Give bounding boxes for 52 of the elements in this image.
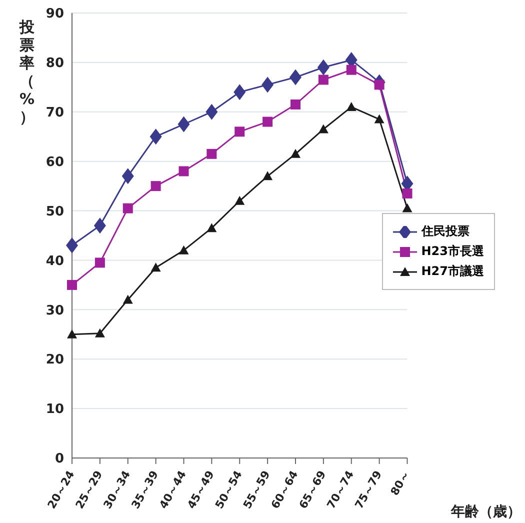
point — [150, 128, 162, 145]
point — [374, 114, 384, 124]
y-tick-label: 90 — [46, 6, 64, 22]
y-axis-title: 投票率（%） — [18, 18, 36, 126]
point — [66, 237, 78, 254]
point — [290, 69, 302, 86]
x-axis-title: 年齢（歳） — [451, 503, 521, 521]
point — [402, 203, 412, 212]
y-tick-label: 20 — [46, 352, 64, 368]
y-tick-label: 40 — [46, 254, 64, 269]
point — [206, 223, 217, 232]
point — [346, 64, 356, 75]
point — [234, 126, 245, 137]
point — [317, 59, 330, 76]
point — [178, 245, 189, 254]
legend-label: 住民投票 — [421, 223, 470, 240]
point — [290, 99, 300, 110]
point — [206, 148, 217, 159]
point — [67, 280, 77, 290]
point — [94, 258, 105, 268]
point — [178, 116, 190, 132]
point — [178, 166, 189, 176]
point — [262, 76, 274, 93]
point — [402, 188, 412, 198]
legend-label: H23市長選 — [421, 243, 484, 260]
point — [262, 171, 273, 180]
x-tick-label: 80～ — [388, 468, 412, 498]
y-tick-label: 10 — [46, 402, 64, 418]
y-tick-label: 70 — [46, 106, 64, 121]
point — [318, 124, 328, 134]
point — [67, 329, 77, 338]
point — [150, 262, 161, 272]
y-tick-label: 30 — [46, 303, 64, 318]
point — [262, 116, 273, 127]
point — [290, 148, 300, 158]
point — [94, 218, 106, 234]
y-tick-label: 0 — [54, 452, 64, 467]
point — [234, 84, 246, 100]
y-tick-label: 60 — [46, 154, 64, 170]
point — [346, 102, 356, 111]
point — [206, 104, 218, 120]
point — [318, 74, 328, 85]
point — [94, 328, 105, 338]
point — [122, 203, 133, 214]
point — [122, 294, 133, 304]
point — [122, 168, 134, 184]
y-tick-label: 50 — [46, 204, 64, 220]
y-tick-label: 80 — [46, 56, 64, 72]
point — [234, 196, 245, 205]
point — [150, 181, 161, 192]
x-tick-label: 75～79 — [352, 468, 385, 512]
legend-label: H27市議選 — [421, 263, 484, 280]
